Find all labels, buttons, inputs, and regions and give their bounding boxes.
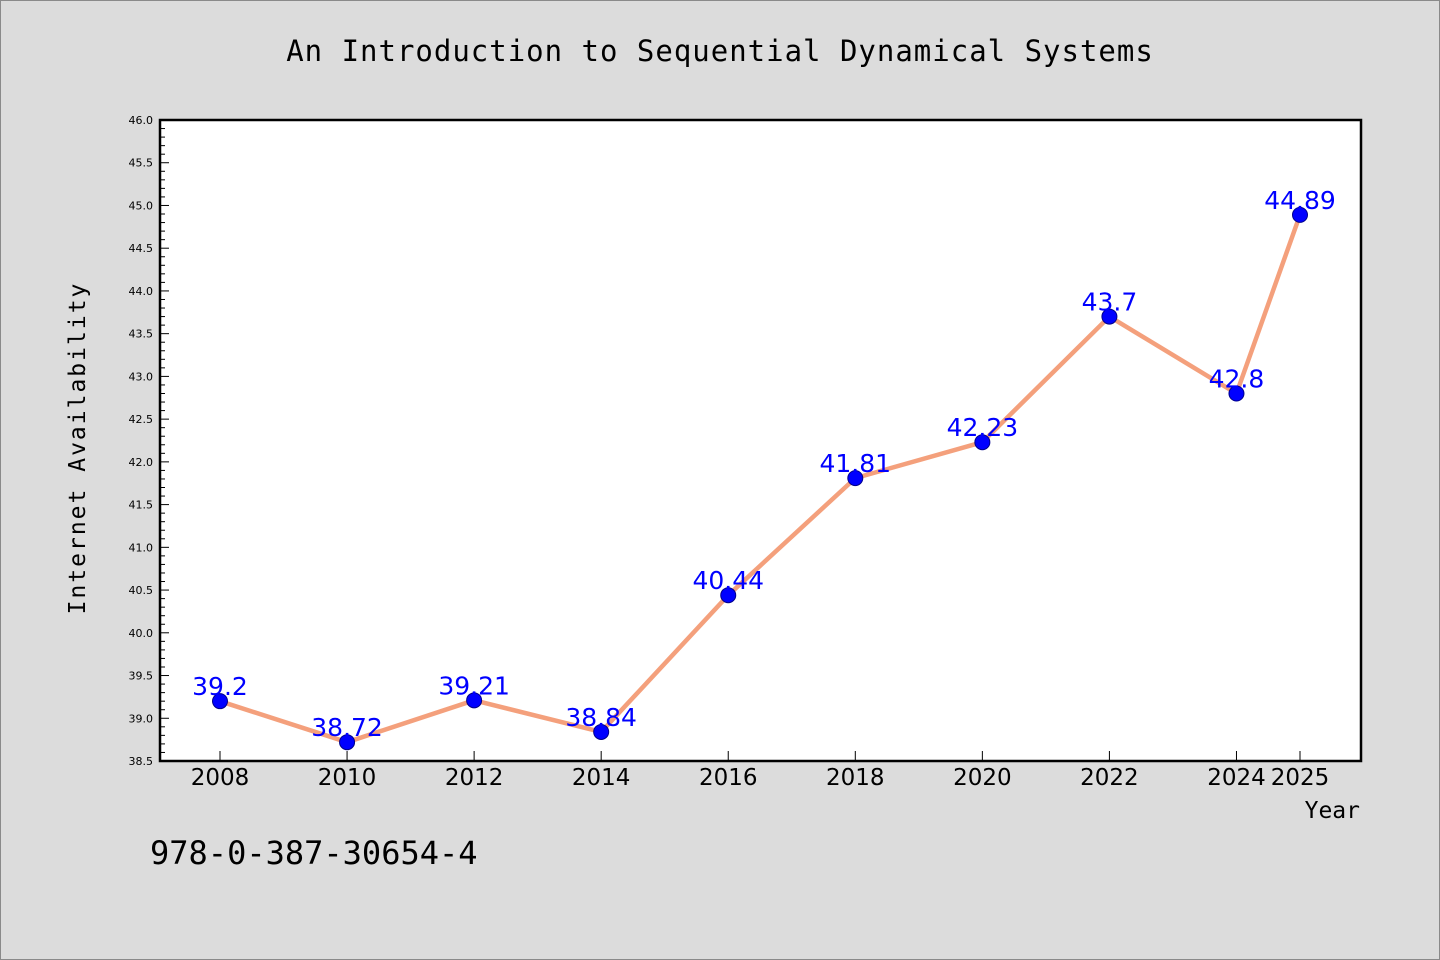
y-tick-label: 38.5 [129,755,154,768]
data-point [1228,385,1245,402]
data-point [720,587,737,604]
x-tick-label: 2008 [191,765,250,791]
data-label: 38.84 [565,703,637,732]
y-tick-label: 42.5 [129,413,154,426]
data-label: 40.44 [692,566,764,595]
data-point [466,692,483,709]
data-label: 38.72 [311,713,383,742]
y-tick-label: 46.0 [129,114,154,127]
x-axis-ticks: 2008 2010 2012 2014 2016 2018 2020 2022 2024 2025 [191,751,1330,791]
data-label: 43.7 [1082,288,1138,317]
data-point [212,693,228,710]
y-tick-label: 43.0 [129,370,154,383]
y-tick-label: 41.0 [129,541,154,554]
y-tick-label: 39.0 [129,712,154,725]
x-tick-label: 2016 [699,765,758,791]
data-point [1292,206,1308,223]
isbn-code: 978-0-387-30654-4 [150,834,478,872]
x-tick-label: 2018 [826,765,885,791]
data-markers [212,206,1308,751]
plot-area [158,118,1363,763]
x-tick-label: 2014 [572,765,631,791]
y-tick-label: 44.0 [129,285,154,298]
data-label: 44.89 [1264,186,1336,215]
data-point [339,734,356,751]
data-point [1101,308,1118,325]
x-axis-label: Year [1304,798,1360,824]
x-tick-label: 2022 [1080,765,1139,791]
series-line [219,214,1303,745]
data-label: 39.21 [438,671,510,700]
y-tick-label: 42.0 [129,456,154,469]
data-point [974,434,991,451]
data-label: 39.2 [192,672,248,701]
y-tick-label: 40.5 [129,584,154,597]
y-tick-label: 45.5 [129,157,154,170]
data-label: 41.81 [820,449,892,478]
x-tick-label: 2025 [1271,765,1330,791]
data-point [847,470,864,487]
y-tick-label: 41.5 [129,499,154,512]
y-axis-ticks: 38.5 39.0 39.5 40.0 40.5 41.0 41.5 42.0 42.5 43.0… [129,114,169,768]
y-tick-label: 43.5 [129,328,154,341]
y-tick-label: 40.0 [129,627,154,640]
x-tick-label: 2012 [445,765,504,791]
x-tick-label: 2010 [318,765,377,791]
data-label: 42.23 [947,413,1019,442]
x-tick-label: 2020 [953,765,1012,791]
data-labels: 39.2 38.72 39.21 38.84 40.44 41.81 42.23 43.7 42… [192,186,1336,742]
y-tick-label: 39.5 [129,670,154,683]
data-label: 42.8 [1209,364,1265,393]
y-tick-label: 45.0 [129,199,154,212]
data-point [593,723,610,740]
chart-title: An Introduction to Sequential Dynamical … [286,34,1154,68]
x-tick-label: 2024 [1207,765,1266,791]
y-tick-label: 44.5 [129,242,154,255]
